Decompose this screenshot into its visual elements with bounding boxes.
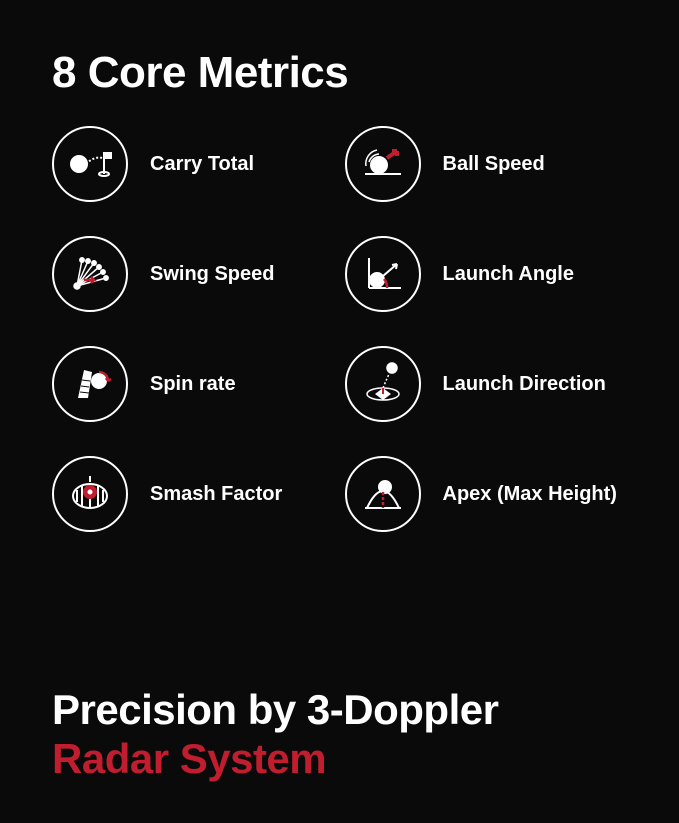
infographic-page: 8 Core Metrics Carry Total	[0, 0, 679, 823]
metric-label: Launch Direction	[443, 373, 606, 396]
metric-label: Carry Total	[150, 153, 254, 176]
metric-label: Launch Angle	[443, 263, 574, 286]
metric-launch-direction: Launch Direction	[345, 346, 628, 422]
metric-smash-factor: Smash Factor	[52, 456, 335, 532]
carry-total-icon	[52, 126, 128, 202]
metric-label: Smash Factor	[150, 483, 282, 506]
metric-label: Apex (Max Height)	[443, 483, 617, 506]
metric-label: Ball Speed	[443, 153, 545, 176]
spin-rate-icon	[52, 346, 128, 422]
footer-line-1: Precision by 3-Doppler	[52, 686, 498, 733]
swing-speed-icon	[52, 236, 128, 312]
metric-ball-speed: Ball Speed	[345, 126, 628, 202]
metric-launch-angle: Launch Angle	[345, 236, 628, 312]
metric-carry-total: Carry Total	[52, 126, 335, 202]
launch-direction-icon	[345, 346, 421, 422]
metric-label: Spin rate	[150, 373, 236, 396]
smash-factor-icon	[52, 456, 128, 532]
metric-spin-rate: Spin rate	[52, 346, 335, 422]
ball-speed-icon	[345, 126, 421, 202]
apex-icon	[345, 456, 421, 532]
metric-swing-speed: Swing Speed	[52, 236, 335, 312]
metric-apex: Apex (Max Height)	[345, 456, 628, 532]
footer-line-2: Radar System	[52, 735, 627, 783]
metrics-grid: Carry Total Ball Speed	[52, 126, 627, 532]
page-title: 8 Core Metrics	[52, 48, 627, 98]
launch-angle-icon	[345, 236, 421, 312]
footer-tagline: Precision by 3-Doppler Radar System	[52, 686, 627, 783]
metric-label: Swing Speed	[150, 263, 274, 286]
